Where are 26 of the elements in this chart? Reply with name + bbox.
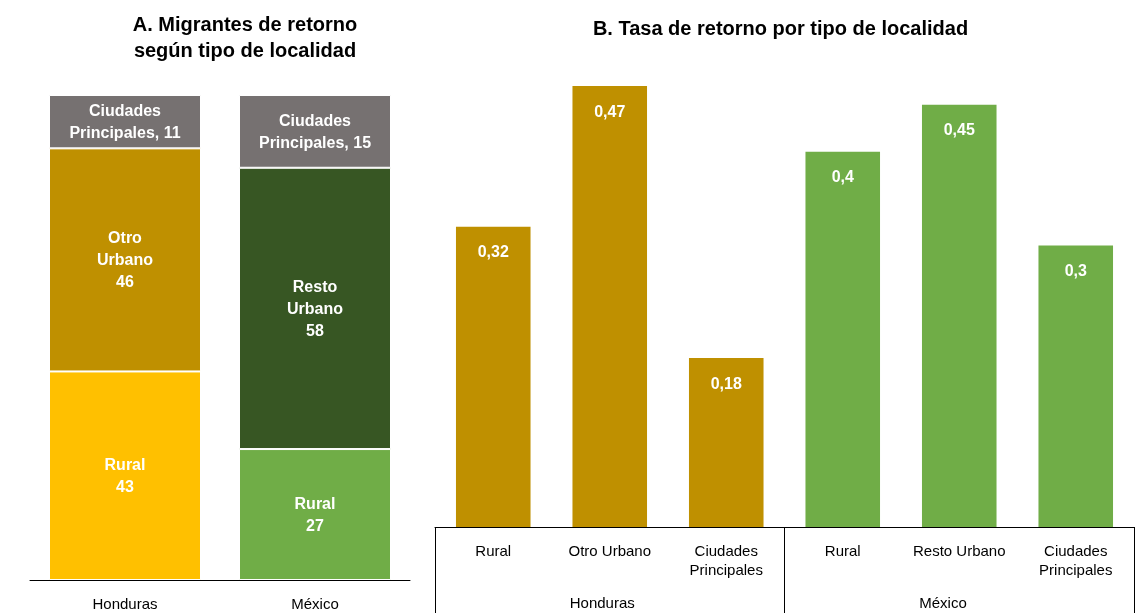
- x-tick-label: Rural: [475, 542, 512, 559]
- bar: [805, 151, 881, 527]
- x-tick-label: Ciudades Principales: [689, 542, 763, 578]
- bar: [572, 86, 648, 527]
- data-label: Otro Urbano 46: [97, 229, 154, 291]
- data-label: 0,32: [477, 243, 509, 261]
- x-tick-label: Rural: [824, 542, 861, 559]
- data-label: 0,47: [594, 102, 626, 120]
- data-label: Resto Urbano 58: [287, 277, 344, 339]
- data-label: 0,45: [943, 121, 975, 139]
- chart-title: B. Tasa de retorno por tipo de localidad: [592, 17, 969, 39]
- x-tick-label: Resto Urbano: [912, 542, 1006, 559]
- data-label: Ciudades Principales, 15: [258, 111, 372, 151]
- bar: [455, 226, 531, 527]
- data-label: 0,3: [1064, 262, 1087, 280]
- data-label: 0,4: [831, 168, 854, 186]
- data-label: Ciudades Principales, 11: [69, 102, 181, 142]
- data-label: 0,18: [710, 374, 742, 392]
- x-tick-label: Otro Urbano: [568, 542, 652, 559]
- data-label: Rural 43: [104, 456, 146, 496]
- bar: [1038, 245, 1114, 527]
- data-label: Rural 27: [294, 495, 336, 535]
- x-tick-label: Ciudades Principales: [1039, 542, 1113, 578]
- bar: [688, 358, 764, 527]
- bar: [921, 104, 997, 527]
- chart-title: A. Migrantes de retorno según tipo de localidad: [132, 13, 358, 61]
